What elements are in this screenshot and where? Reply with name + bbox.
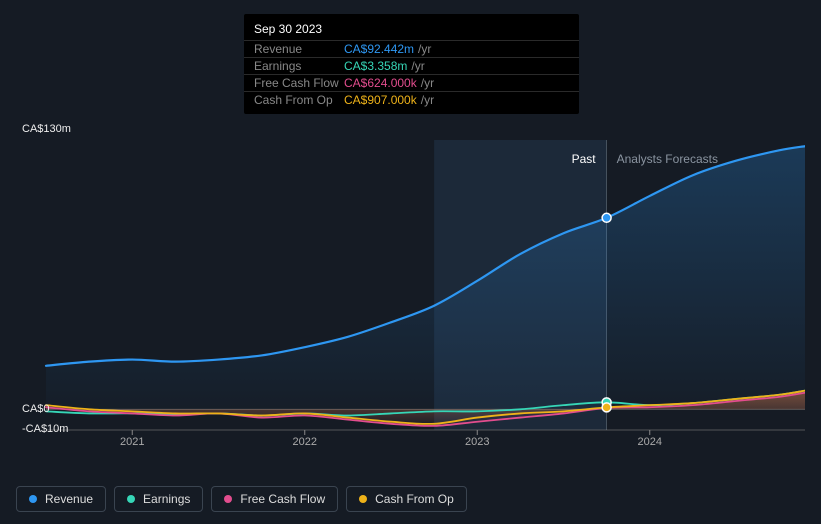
tooltip-row: Free Cash FlowCA$624.000k/yr — [244, 74, 579, 91]
tooltip-row-label: Revenue — [254, 42, 344, 56]
tooltip-date: Sep 30 2023 — [244, 20, 579, 40]
legend-label: Revenue — [45, 492, 93, 506]
tooltip-row: EarningsCA$3.358m/yr — [244, 57, 579, 74]
tooltip-row-value: CA$3.358m — [344, 59, 407, 73]
section-label-forecast: Analysts Forecasts — [617, 152, 718, 166]
tooltip-row-unit: /yr — [421, 76, 434, 90]
tooltip-row-label: Free Cash Flow — [254, 76, 344, 90]
y-axis-label: CA$130m — [22, 123, 71, 135]
chart-svg — [16, 140, 805, 470]
tooltip-row-unit: /yr — [418, 42, 431, 56]
legend-dot-icon — [127, 495, 135, 503]
legend-label: Cash From Op — [375, 492, 454, 506]
data-tooltip: Sep 30 2023 RevenueCA$92.442m/yrEarnings… — [244, 14, 579, 114]
legend-label: Earnings — [143, 492, 190, 506]
tooltip-row-unit: /yr — [421, 93, 434, 107]
chart-legend: Revenue Earnings Free Cash Flow Cash From O… — [16, 486, 467, 512]
legend-dot-icon — [29, 495, 37, 503]
tooltip-row: Cash From OpCA$907.000k/yr — [244, 91, 579, 108]
y-axis-label: -CA$10m — [22, 423, 68, 435]
tooltip-row-value: CA$907.000k — [344, 93, 417, 107]
tooltip-row-value: CA$624.000k — [344, 76, 417, 90]
tooltip-row-value: CA$92.442m — [344, 42, 414, 56]
x-axis-label: 2022 — [293, 436, 317, 448]
legend-item-fcf[interactable]: Free Cash Flow — [211, 486, 338, 512]
financials-chart[interactable]: CA$130mCA$0-CA$10m 2021202220232024 Past… — [16, 140, 805, 470]
x-axis-label: 2024 — [638, 436, 662, 448]
tooltip-row-label: Earnings — [254, 59, 344, 73]
tooltip-row-unit: /yr — [411, 59, 424, 73]
tooltip-row-label: Cash From Op — [254, 93, 344, 107]
legend-dot-icon — [224, 495, 232, 503]
y-axis-label: CA$0 — [22, 403, 50, 415]
legend-item-cfo[interactable]: Cash From Op — [346, 486, 467, 512]
legend-label: Free Cash Flow — [240, 492, 325, 506]
section-label-past: Past — [572, 152, 596, 166]
tooltip-row: RevenueCA$92.442m/yr — [244, 40, 579, 57]
legend-item-revenue[interactable]: Revenue — [16, 486, 106, 512]
x-axis-label: 2021 — [120, 436, 144, 448]
legend-dot-icon — [359, 495, 367, 503]
legend-item-earnings[interactable]: Earnings — [114, 486, 203, 512]
x-axis-label: 2023 — [465, 436, 489, 448]
